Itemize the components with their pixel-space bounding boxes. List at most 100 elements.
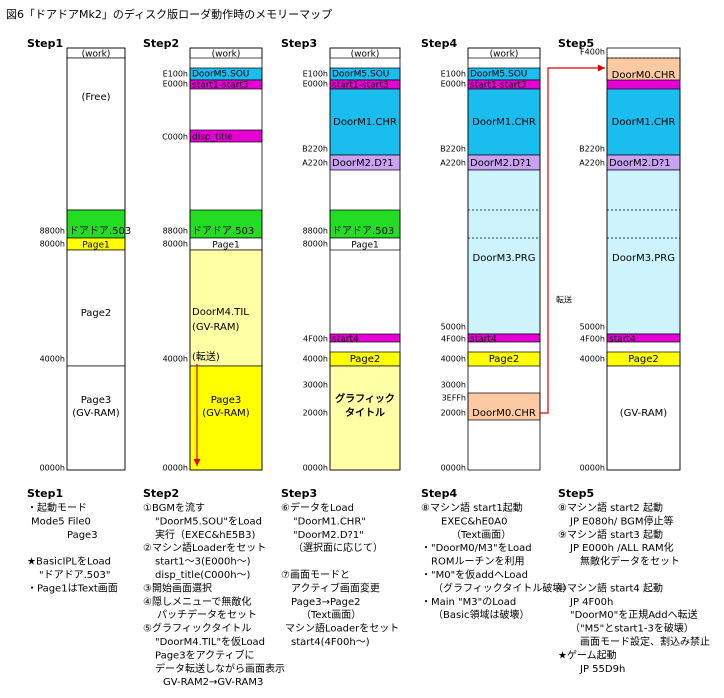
note-line: "DoorM0"を正規Addへ転送 <box>570 608 698 621</box>
region-label: (Free) <box>81 92 110 103</box>
region-label: ドアドア.503 <box>332 226 394 237</box>
region-label: DoorM4.TIL <box>192 307 249 318</box>
note-line: ⑨マシン語 start3 起動 <box>558 528 663 541</box>
region-label: start1-start3 <box>192 81 249 91</box>
address-label: 0000h <box>163 464 188 473</box>
note-line: ・Main "M3"のLoad <box>421 597 516 608</box>
address-label: 2000h <box>303 409 328 418</box>
region-label: start1-start3 <box>470 81 527 91</box>
region-label: Page2 <box>350 354 381 365</box>
note-step: Step4 <box>421 487 458 500</box>
region-label: disp_title <box>192 133 233 143</box>
note-line: ④隠しメニューで無敵化 <box>143 595 251 608</box>
note-line: "ドアドア.503" <box>39 570 110 581</box>
region-label: start4 <box>470 335 497 345</box>
address-label: 8800h <box>163 227 188 236</box>
note-line: （"M5"とstart1-3を破壊） <box>570 622 694 635</box>
note-line: （Basic領域は破壊） <box>433 608 529 621</box>
note-line: JP 4F00h <box>569 597 613 608</box>
address-label: E100h <box>163 70 188 79</box>
region-label: DoorM1.CHR <box>472 117 536 128</box>
address-label: 4000h <box>303 355 328 364</box>
memory-region <box>66 209 126 239</box>
region-label: Page2 <box>628 354 659 365</box>
step-label: Step2 <box>143 37 179 50</box>
note-line: "DoorM1.CHR" <box>293 516 366 527</box>
note-step: Step5 <box>558 487 594 500</box>
note-step: Step2 <box>143 487 179 500</box>
step-label: Step1 <box>27 37 63 50</box>
memory-region <box>329 88 401 156</box>
region-label: DoorM1.CHR <box>333 117 397 128</box>
address-label: B220h <box>302 145 328 154</box>
region-label: Page3 <box>211 395 242 406</box>
transfer-label: (転送) <box>192 350 220 363</box>
note-line: ★BasicIPLをLoad <box>27 556 111 568</box>
memory-box-outline <box>606 47 681 471</box>
region-label: DoorM2.D?1 <box>470 158 532 169</box>
note-line: データ転送しながら画面表示 <box>155 662 285 675</box>
memory-region <box>467 169 541 335</box>
note-line: 実行（EXEC&hE5B3) <box>155 528 256 541</box>
transfer-label: 転送 <box>556 295 572 305</box>
address-label: E100h <box>303 70 328 79</box>
address-label: B220h <box>579 145 605 154</box>
memory-region <box>189 249 263 367</box>
region-label: (work) <box>490 50 519 60</box>
address-label: 4000h <box>580 355 605 364</box>
address-label: E000h <box>441 80 466 89</box>
step-label: Step4 <box>421 37 458 50</box>
region-label: Page1 <box>351 241 379 251</box>
note-line: ★ゲーム起動 <box>558 648 617 661</box>
address-label: 0000h <box>40 464 65 473</box>
note-line: アクティブ画面変更 <box>291 581 380 594</box>
diagram-title: 図6「ドアドアMk2」のディスク版ローダ動作時のメモリーマップ <box>6 7 332 21</box>
note-line: JP E080h/ BGM停止等 <box>569 514 674 527</box>
note-line: ・起動モード <box>27 501 87 514</box>
note-line: ・"DoorM0/M3"をLoad <box>421 542 532 554</box>
region-label: (GV-RAM) <box>192 322 240 333</box>
region-label: (GV-RAM) <box>620 408 668 419</box>
region-label: Page1 <box>212 241 240 251</box>
region-label: DoorM3.PRG <box>612 253 675 264</box>
region-label: DoorM5.SOU <box>332 70 389 80</box>
region-label: DoorM0.CHR <box>472 408 536 419</box>
region-label: DoorM2.D?1 <box>609 158 671 169</box>
region-label: start4 <box>332 335 359 345</box>
address-label: 8800h <box>303 227 328 236</box>
memory-box-outline <box>467 47 541 471</box>
memory-region <box>467 88 541 156</box>
note-line: ⑧マシン語 start1起動 <box>421 501 523 514</box>
region-label: Page3 <box>81 395 112 406</box>
memory-box-outline <box>189 47 263 471</box>
note-line: （Text画面） <box>301 609 361 621</box>
address-label: 3EFFh <box>442 394 466 403</box>
region-label: (GV-RAM) <box>72 408 120 419</box>
note-line: Mode5 File0 <box>31 516 91 527</box>
memory-region <box>606 365 681 471</box>
address-label: 0000h <box>303 464 328 473</box>
note-line: ⑩マシン語 start4 起動 <box>558 581 663 594</box>
note-line: JP E000h /ALL RAM化 <box>569 541 674 554</box>
note-step: Step1 <box>27 487 63 500</box>
region-label: (work) <box>82 50 111 60</box>
memory-box-outline <box>66 47 126 471</box>
note-line: Page3 <box>67 530 98 541</box>
note-line: "DoorM5.SOU"をLoad <box>155 515 262 527</box>
note-step: Step3 <box>281 487 317 500</box>
address-label: 4F00h <box>303 335 328 344</box>
address-label: 5000h <box>580 323 605 332</box>
address-label: 4F00h <box>441 335 466 344</box>
memory-band <box>607 80 680 89</box>
region-label: start1-start3 <box>332 81 389 91</box>
note-line: ・Page1はText画面 <box>27 582 118 594</box>
region-label: DoorM1.CHR <box>612 117 676 128</box>
address-label: 8000h <box>163 240 188 249</box>
note-line: start1～3(E000h～) <box>155 557 251 568</box>
region-label: Page1 <box>82 241 110 251</box>
note-line: （Text画面） <box>451 529 511 541</box>
region-label: ドアドア.503 <box>69 226 131 237</box>
note-line: GV-RAM2→GV-RAM3 <box>163 677 263 688</box>
note-line: JP 55D9h <box>579 664 625 675</box>
